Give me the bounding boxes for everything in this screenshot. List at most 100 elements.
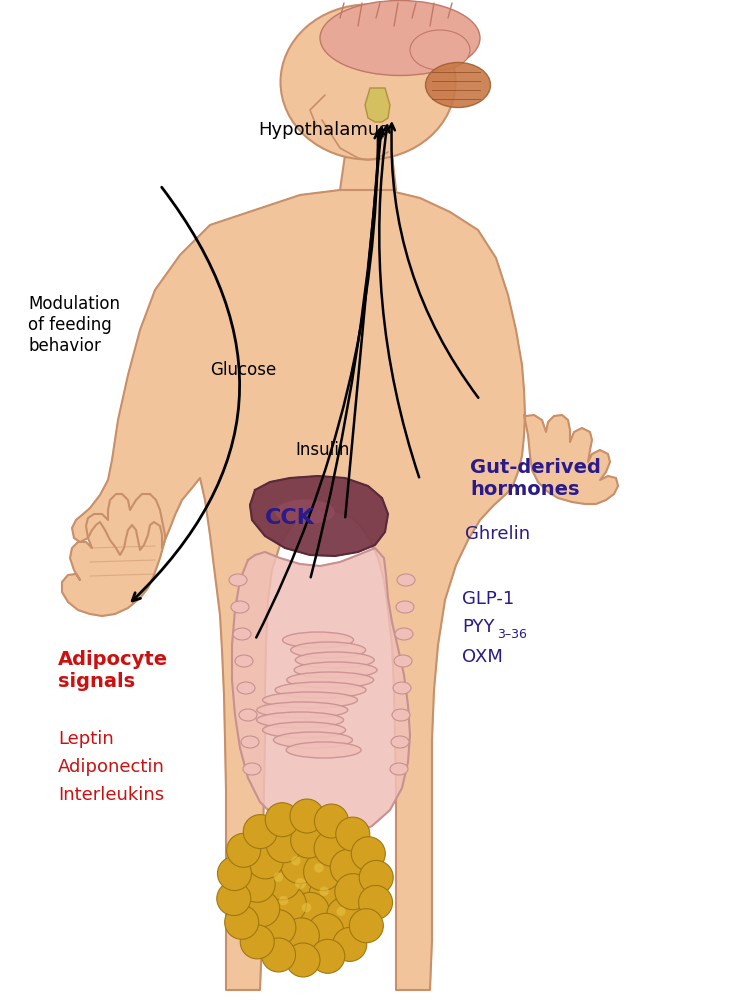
Ellipse shape (273, 732, 353, 748)
Ellipse shape (309, 876, 347, 914)
Ellipse shape (283, 866, 327, 910)
Text: Gut-derived
hormones: Gut-derived hormones (470, 458, 601, 499)
Ellipse shape (311, 940, 345, 974)
Ellipse shape (262, 722, 345, 738)
Ellipse shape (290, 822, 326, 858)
Ellipse shape (283, 917, 319, 954)
Ellipse shape (330, 849, 366, 885)
Ellipse shape (349, 908, 384, 943)
Ellipse shape (263, 862, 301, 900)
Ellipse shape (229, 574, 247, 586)
Ellipse shape (282, 632, 354, 648)
Ellipse shape (257, 702, 348, 718)
Ellipse shape (243, 763, 261, 775)
Ellipse shape (290, 821, 345, 843)
Ellipse shape (315, 804, 348, 838)
Ellipse shape (240, 925, 274, 959)
Ellipse shape (294, 662, 377, 678)
Ellipse shape (314, 830, 350, 866)
Ellipse shape (295, 652, 374, 668)
Ellipse shape (226, 833, 261, 867)
Text: Hypothalamus: Hypothalamus (258, 121, 389, 139)
Text: 3–36: 3–36 (497, 628, 527, 641)
Ellipse shape (391, 736, 409, 748)
Ellipse shape (287, 672, 373, 688)
Text: Interleukins: Interleukins (58, 786, 164, 804)
Ellipse shape (268, 885, 306, 924)
Ellipse shape (281, 846, 319, 883)
Ellipse shape (286, 742, 361, 758)
FancyArrowPatch shape (132, 187, 240, 601)
Ellipse shape (336, 817, 370, 851)
Ellipse shape (244, 890, 280, 927)
Polygon shape (524, 415, 618, 504)
Polygon shape (72, 155, 525, 990)
Ellipse shape (394, 655, 412, 667)
Polygon shape (280, 828, 362, 882)
Ellipse shape (390, 763, 408, 775)
Ellipse shape (225, 905, 259, 940)
Polygon shape (340, 155, 396, 190)
Ellipse shape (273, 872, 283, 882)
Ellipse shape (243, 815, 277, 849)
Ellipse shape (233, 628, 251, 640)
Ellipse shape (337, 907, 345, 916)
Ellipse shape (275, 682, 366, 698)
Ellipse shape (290, 799, 324, 833)
Ellipse shape (314, 863, 323, 872)
Ellipse shape (302, 902, 311, 912)
Text: Leptin: Leptin (58, 730, 114, 748)
Ellipse shape (231, 601, 249, 613)
Ellipse shape (239, 866, 275, 902)
Ellipse shape (308, 913, 344, 950)
Ellipse shape (295, 878, 306, 889)
Ellipse shape (286, 943, 320, 977)
Ellipse shape (237, 682, 255, 694)
Ellipse shape (396, 601, 414, 613)
Ellipse shape (304, 853, 342, 890)
Ellipse shape (393, 682, 411, 694)
Text: Adiponectin: Adiponectin (58, 758, 165, 776)
Text: GLP-1: GLP-1 (462, 590, 514, 608)
Ellipse shape (426, 62, 490, 108)
Ellipse shape (281, 4, 456, 160)
Ellipse shape (279, 895, 288, 905)
Ellipse shape (320, 0, 480, 75)
Ellipse shape (235, 655, 253, 667)
Ellipse shape (275, 500, 335, 524)
Ellipse shape (410, 30, 470, 70)
Ellipse shape (291, 856, 301, 865)
Text: Ghrelin: Ghrelin (465, 525, 530, 543)
Ellipse shape (260, 909, 296, 946)
Text: Modulation
of feeding
behavior: Modulation of feeding behavior (28, 295, 120, 354)
Ellipse shape (335, 873, 371, 909)
Text: OXM: OXM (462, 648, 503, 666)
Ellipse shape (326, 897, 362, 934)
Ellipse shape (239, 709, 257, 721)
Ellipse shape (320, 886, 329, 896)
Ellipse shape (217, 881, 251, 915)
Ellipse shape (257, 712, 343, 728)
Ellipse shape (241, 736, 259, 748)
Ellipse shape (395, 628, 413, 640)
Text: CCK: CCK (265, 508, 315, 528)
Ellipse shape (218, 856, 251, 890)
Ellipse shape (397, 574, 415, 586)
Ellipse shape (359, 885, 392, 919)
Ellipse shape (290, 642, 366, 658)
Text: Glucose: Glucose (210, 361, 276, 379)
Polygon shape (62, 494, 165, 616)
Ellipse shape (351, 837, 385, 871)
Polygon shape (250, 476, 388, 556)
Ellipse shape (248, 843, 284, 879)
Ellipse shape (291, 892, 329, 931)
Ellipse shape (392, 709, 410, 721)
Ellipse shape (265, 803, 299, 837)
Ellipse shape (266, 827, 302, 863)
Text: PYY: PYY (462, 618, 495, 636)
Ellipse shape (333, 928, 367, 962)
Ellipse shape (262, 692, 357, 708)
Text: Insulin: Insulin (295, 441, 349, 459)
Polygon shape (232, 548, 410, 838)
Text: Adipocyte
signals: Adipocyte signals (58, 650, 168, 691)
